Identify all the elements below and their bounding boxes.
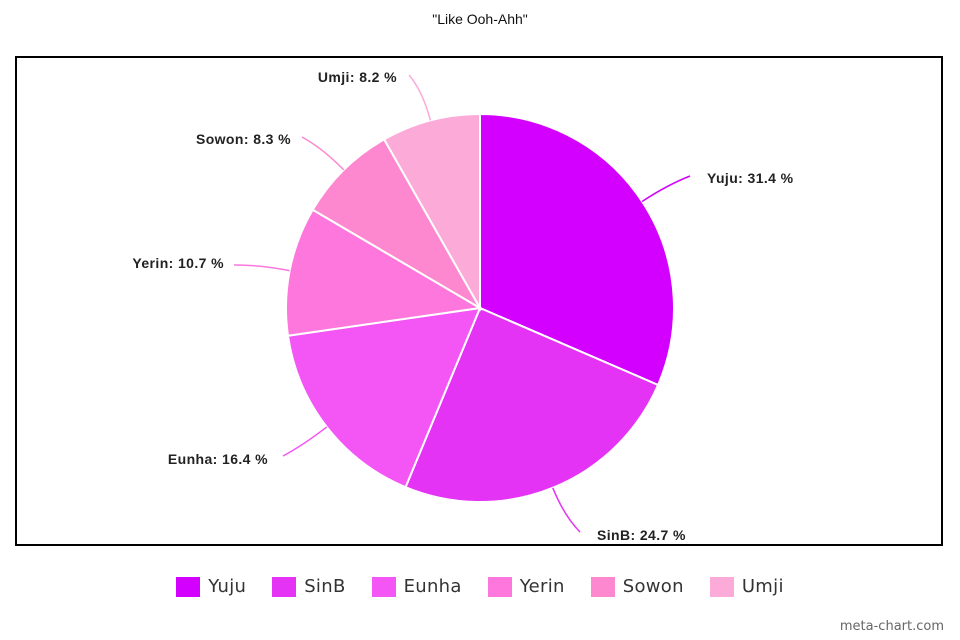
leader-line-eunha: [282, 426, 328, 457]
legend-item-sowon: Sowon: [590, 576, 684, 597]
legend-swatch: [272, 576, 297, 597]
legend-label: Sowon: [622, 576, 684, 597]
legend-label: Umji: [741, 576, 784, 597]
legend: Yuju SinB Eunha Yerin Sowon Umji: [0, 576, 960, 597]
legend-item-yerin: Yerin: [487, 576, 565, 597]
leader-line-yuju: [641, 175, 691, 203]
leader-line-sowon: [301, 136, 345, 171]
pie-slice-umji: [382, 112, 481, 312]
pie-slice-sowon: [311, 137, 483, 311]
slice-label-eunha: Eunha: 16.4 %: [168, 451, 268, 467]
legend-swatch: [709, 576, 734, 597]
legend-item-sinb: SinB: [272, 576, 345, 597]
watermark: meta-chart.com: [839, 619, 944, 634]
legend-swatch: [371, 576, 396, 597]
legend-swatch: [176, 576, 201, 597]
legend-label: Yerin: [519, 576, 565, 597]
legend-label: Eunha: [403, 576, 462, 597]
legend-label: Yuju: [208, 576, 247, 597]
leader-line-umji: [408, 74, 432, 121]
slice-label-umji: Umji: 8.2 %: [318, 69, 397, 85]
plot-frame: [15, 56, 943, 546]
slice-label-sinb: SinB: 24.7 %: [597, 527, 686, 543]
legend-item-yuju: Yuju: [176, 576, 246, 597]
slice-label-sowon: Sowon: 8.3 %: [196, 131, 291, 147]
chart-title: "Like Ooh-Ahh": [432, 11, 528, 27]
pie-slice-yuju: [479, 112, 675, 387]
legend-item-eunha: Eunha: [371, 576, 462, 597]
pie-slice-sinb: [404, 306, 660, 503]
legend-label: SinB: [304, 576, 346, 597]
slice-label-yuju: Yuju: 31.4 %: [707, 170, 794, 186]
legend-swatch: [487, 576, 512, 597]
legend-item-umji: Umji: [709, 576, 784, 597]
leader-line-sinb: [552, 487, 581, 533]
legend-swatch: [590, 576, 615, 597]
slice-label-yerin: Yerin: 10.7 %: [132, 255, 224, 271]
leader-line-yerin: [233, 264, 290, 272]
